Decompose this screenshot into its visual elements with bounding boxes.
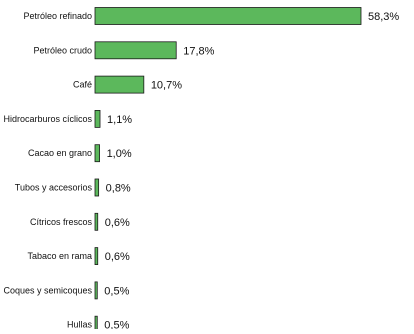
value-label: 58,3% [368,11,399,23]
value-label: 0,5% [104,320,129,329]
category-label: Hidrocarburos cíclicos [3,114,92,124]
value-label: 1,0% [107,148,132,160]
bar [94,212,99,231]
bar [94,178,100,197]
category-label: Hullas [67,320,93,329]
category-label: Tabaco en rama [27,251,92,261]
bar [94,41,177,60]
category-label: Petróleo refinado [23,11,92,21]
bar [94,144,100,163]
bar [94,7,362,25]
category-label: Petróleo crudo [33,45,92,55]
value-label: 10,7% [151,80,182,92]
bar [94,247,99,266]
category-label: Coques y semicoques [3,285,92,295]
value-label: 0,6% [105,251,130,263]
bar [94,75,145,94]
bar [94,281,98,300]
value-label: 0,6% [105,217,130,229]
value-label: 0,8% [106,183,131,195]
category-label: Café [73,80,92,90]
category-label: Cacao en grano [28,148,92,158]
bar [94,110,101,128]
value-label: 0,5% [104,285,129,297]
value-label: 1,1% [107,114,132,126]
bar [94,315,98,334]
category-label: Tubos y accesorios [15,183,93,193]
category-label: Cítricos frescos [30,217,93,227]
value-label: 17,8% [183,45,214,57]
